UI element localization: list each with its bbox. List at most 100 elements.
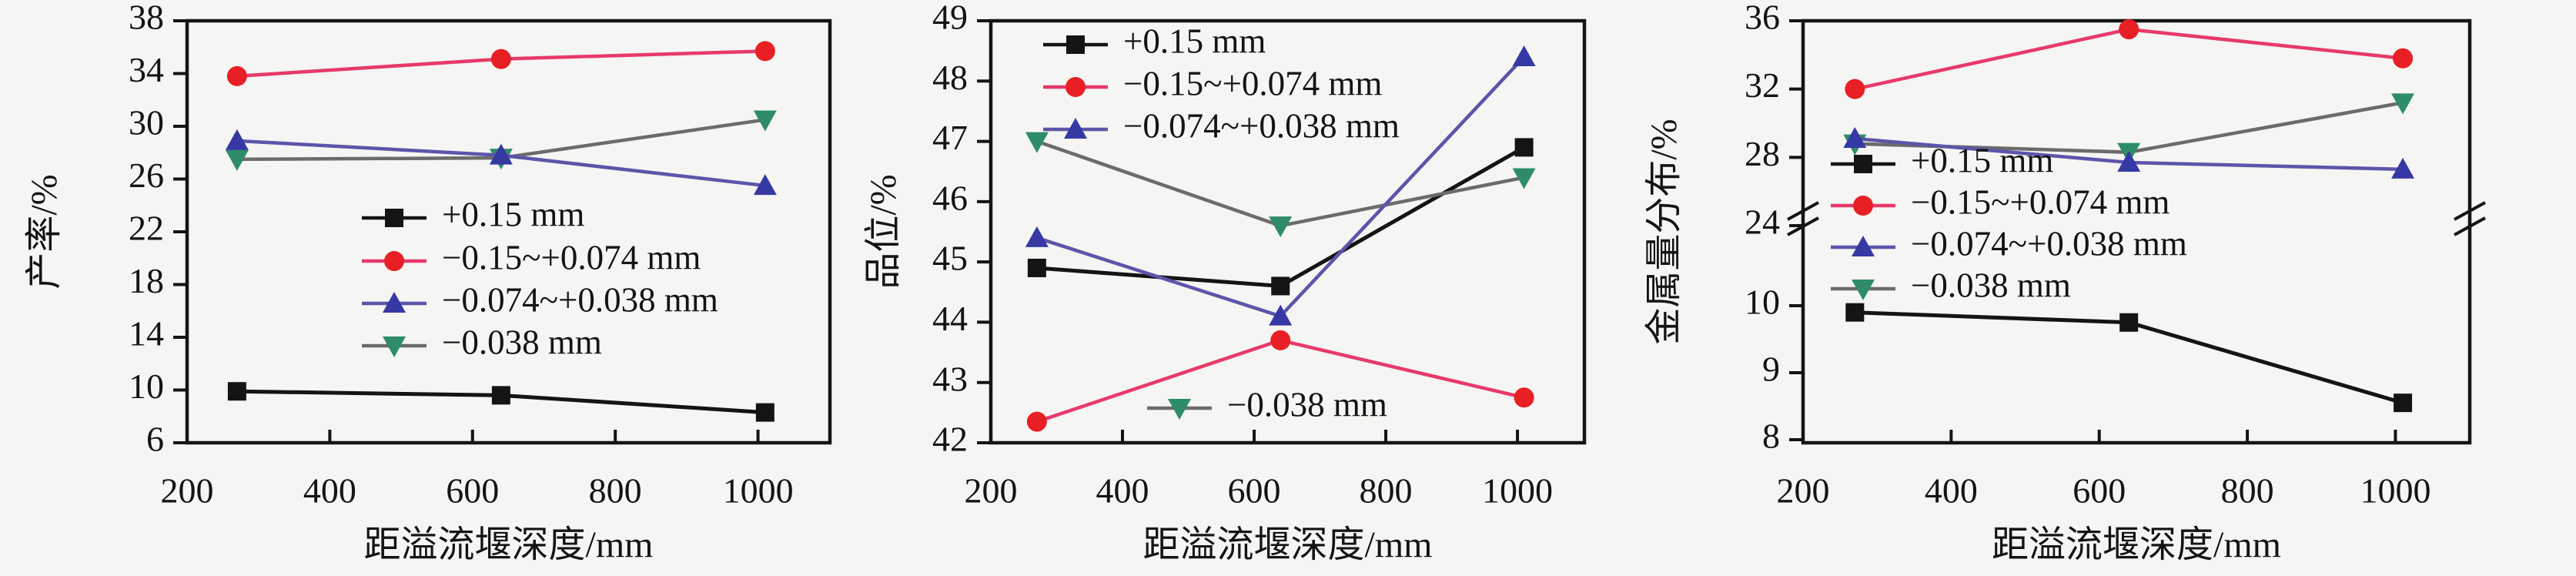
triangle-down-marker-icon (225, 149, 249, 171)
y-tick-label: 10 (1745, 283, 1780, 322)
axis-break-icon (1787, 201, 1819, 221)
series-1 (1026, 330, 1534, 432)
triangle-down-marker-icon (753, 110, 777, 132)
x-tick-label: 600 (2073, 471, 2126, 511)
y-tick-label: 38 (129, 0, 164, 37)
circle-marker-icon (490, 49, 511, 69)
y-tick-label: 28 (1745, 134, 1780, 173)
circle-marker-icon (1270, 330, 1291, 350)
y-tick-label: 8 (1762, 417, 1780, 456)
legend-label: −0.038 mm (442, 323, 602, 361)
square-marker-icon (1271, 276, 1290, 296)
y-tick-label: 45 (932, 239, 968, 278)
square-marker-icon (1845, 303, 1865, 322)
circle-marker-icon (2119, 19, 2139, 40)
triangle-up-marker-icon (1843, 126, 1867, 148)
x-axis-title: 距溢流堰深度/mm (1142, 524, 1432, 565)
triangle-up-marker-icon (1025, 226, 1049, 247)
series-1 (1845, 19, 2414, 99)
circle-marker-icon (1845, 79, 1865, 99)
x-tick-label: 1000 (2360, 471, 2430, 511)
y-tick-label: 24 (1745, 203, 1780, 242)
y-tick-label: 44 (932, 299, 968, 338)
x-tick-label: 200 (161, 471, 214, 511)
legend-item-0: +0.15 mm (1043, 22, 1266, 60)
y-axis-title: 品位/% (863, 174, 904, 289)
x-tick-label: 400 (1925, 471, 1978, 511)
y-tick-label: 49 (932, 0, 968, 37)
square-marker-icon (2394, 393, 2413, 413)
triangle-down-marker-icon (1025, 132, 1049, 153)
square-marker-icon (755, 403, 774, 422)
y-tick-label: 6 (146, 420, 164, 459)
circle-marker-icon (2393, 48, 2414, 69)
series-2 (225, 129, 777, 196)
square-marker-icon (227, 382, 246, 401)
square-marker-icon (1514, 138, 1534, 157)
y-tick-label: 47 (932, 118, 968, 157)
y-tick-label: 32 (1745, 65, 1780, 105)
legend-label: −0.074~+0.038 mm (442, 280, 718, 319)
legend-item-2: −0.074~+0.038 mm (362, 280, 718, 319)
legend-item-2: −0.074~+0.038 mm (1831, 224, 2187, 263)
series-2 (1843, 126, 2415, 179)
x-tick-label: 600 (1228, 471, 1281, 511)
y-tick-label: 26 (129, 156, 164, 195)
y-axis-title: 金属量分布/% (1644, 119, 1684, 344)
series-2 (1025, 45, 1536, 326)
triangle-up-marker-icon (753, 174, 777, 196)
legend-label: −0.074~+0.038 mm (1911, 224, 2187, 263)
legend-label: −0.15~+0.074 mm (1123, 64, 1382, 102)
y-axis-title: 产率/% (24, 174, 65, 289)
legend-item-1: −0.15~+0.074 mm (362, 238, 701, 276)
legend-item-0: +0.15 mm (362, 195, 584, 233)
x-tick-label: 1000 (1482, 471, 1553, 511)
legend-label: −0.15~+0.074 mm (1911, 183, 2170, 221)
circle-marker-icon (1514, 387, 1534, 408)
triangle-up-marker-icon (489, 143, 513, 165)
circle-marker-icon (1853, 196, 1873, 216)
axis-break-icon (2454, 201, 2486, 221)
legend-item-1: −0.15~+0.074 mm (1831, 183, 2170, 221)
circle-marker-icon (1026, 411, 1047, 432)
x-tick-label: 400 (1096, 471, 1149, 511)
legend-label: +0.15 mm (1123, 22, 1266, 60)
triangle-down-marker-icon (1512, 168, 1536, 189)
triangle-up-marker-icon (1064, 118, 1087, 139)
legend-item-0: +0.15 mm (1831, 141, 2053, 179)
chart-grade: 42 43 44 45 46 47 48 49 200 400 600 800 1000 距溢流堰深度/m… (863, 0, 1587, 565)
triangle-up-marker-icon (2117, 150, 2141, 172)
x-tick-label: 800 (589, 471, 642, 511)
triangle-down-marker-icon (383, 337, 406, 357)
chart-yield: 6 10 14 18 22 26 30 34 38 200 400 600 800 1000 距溢流堰深度/… (24, 0, 832, 565)
plot-frame (1801, 18, 2472, 445)
legend-item-2: −0.074~+0.038 mm (1043, 106, 1400, 145)
y-tick-label: 9 (1762, 350, 1780, 389)
triangle-down-marker-icon (1852, 280, 1875, 300)
series-3 (1025, 132, 1536, 238)
legend-label: +0.15 mm (442, 195, 584, 233)
y-tick-label: 48 (932, 58, 968, 97)
series-1 (226, 41, 775, 86)
y-tick-label: 30 (129, 103, 164, 142)
x-tick-label: 400 (303, 471, 356, 511)
circle-marker-icon (754, 41, 775, 62)
y-tick-label: 10 (129, 367, 164, 406)
x-tick-label: 800 (2221, 471, 2274, 511)
series-0 (1845, 303, 2413, 413)
legend-label: −0.038 mm (1227, 385, 1387, 424)
circle-marker-icon (226, 65, 247, 86)
x-tick-label: 1000 (723, 471, 794, 511)
legend-item-3: −0.038 mm (1147, 385, 1387, 424)
circle-marker-icon (384, 251, 404, 271)
y-tick-label: 18 (129, 261, 164, 300)
square-marker-icon (2119, 313, 2139, 332)
y-tick-label: 14 (129, 314, 164, 353)
triangle-up-marker-icon (383, 292, 406, 313)
series-0 (227, 382, 774, 422)
y-tick-label: 43 (932, 359, 968, 398)
y-tick-label: 36 (1745, 0, 1780, 37)
chart-metal-distribution: 8 9 10 24 28 32 36 200 400 600 800 1000 距溢流堰深度/mm 金属量… (1644, 0, 2486, 565)
x-axis-title: 距溢流堰深度/mm (1992, 524, 2281, 565)
